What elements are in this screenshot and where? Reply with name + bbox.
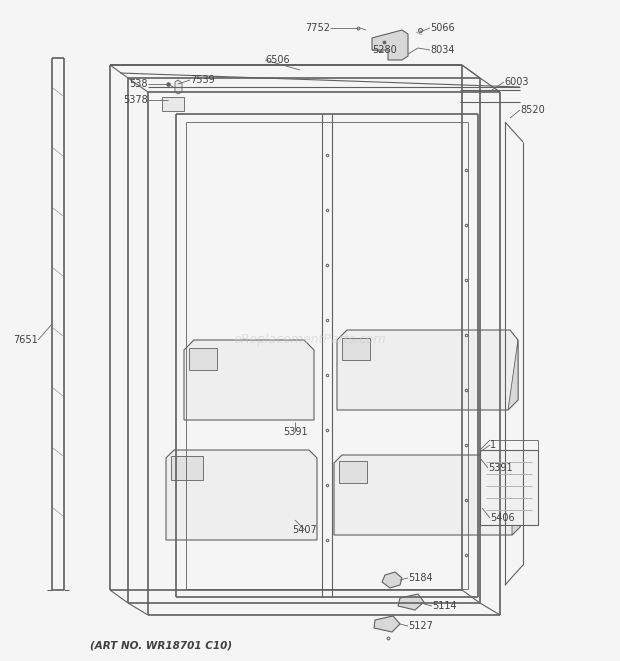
Text: 8520: 8520 <box>520 105 545 115</box>
Bar <box>189 348 217 370</box>
Polygon shape <box>508 340 518 410</box>
Bar <box>339 461 367 483</box>
Text: 5378: 5378 <box>123 95 148 105</box>
Text: 5184: 5184 <box>408 573 433 583</box>
Text: 5127: 5127 <box>408 621 433 631</box>
Text: eReplacementParts.com: eReplacementParts.com <box>234 334 386 346</box>
Text: 8034: 8034 <box>430 45 454 55</box>
Polygon shape <box>166 450 317 540</box>
Polygon shape <box>382 572 402 588</box>
Text: 5280: 5280 <box>372 45 397 55</box>
Polygon shape <box>512 463 520 535</box>
Text: (ART NO. WR18701 C10): (ART NO. WR18701 C10) <box>90 640 232 650</box>
Text: 7651: 7651 <box>13 335 38 345</box>
Text: 6003: 6003 <box>504 77 528 87</box>
Text: 5391: 5391 <box>283 427 308 437</box>
Polygon shape <box>374 616 400 632</box>
Text: 7752: 7752 <box>305 23 330 33</box>
Text: 5407: 5407 <box>293 525 317 535</box>
Text: 5391: 5391 <box>488 463 513 473</box>
Bar <box>480 450 538 525</box>
Polygon shape <box>175 80 182 94</box>
Text: 6506: 6506 <box>265 55 290 65</box>
Text: 7539: 7539 <box>190 75 215 85</box>
Text: 5066: 5066 <box>430 23 454 33</box>
Polygon shape <box>334 455 520 535</box>
Text: 538: 538 <box>130 79 148 89</box>
Bar <box>162 97 184 111</box>
Text: 1: 1 <box>490 440 496 450</box>
Polygon shape <box>398 594 424 610</box>
Polygon shape <box>184 340 314 420</box>
Polygon shape <box>372 30 408 60</box>
Bar <box>342 338 370 360</box>
Text: 5114: 5114 <box>432 601 456 611</box>
Polygon shape <box>337 330 518 410</box>
Bar <box>171 456 203 480</box>
Text: 5406: 5406 <box>490 513 515 523</box>
